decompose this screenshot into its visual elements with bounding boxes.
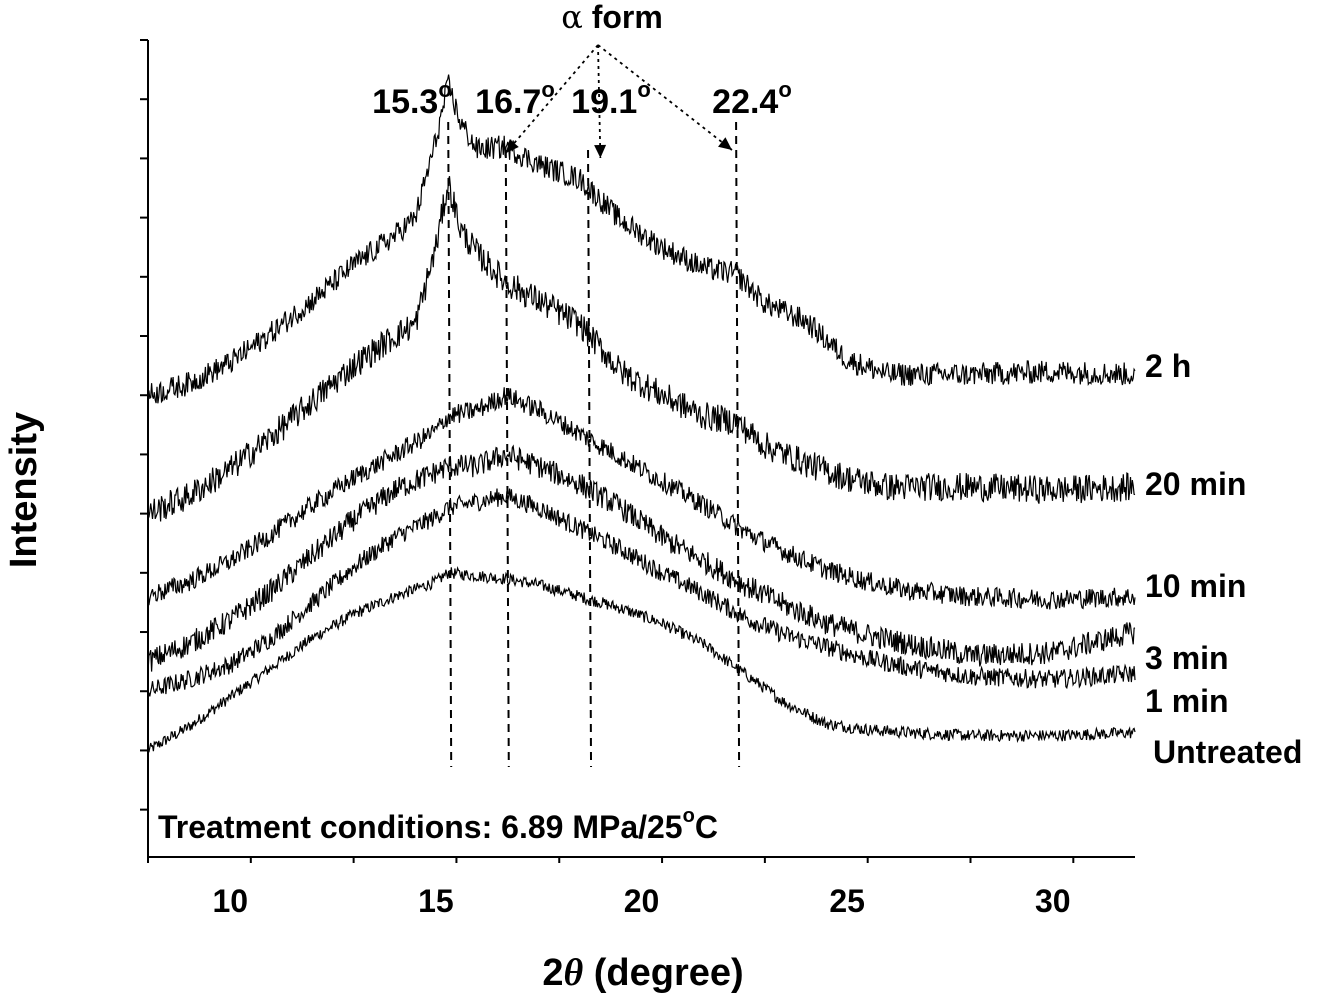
y-axis-title: Intensity [3, 412, 45, 568]
series-line-2 [147, 444, 1136, 673]
peak-guide-line [504, 149, 510, 768]
x-tick-label: 10 [212, 883, 248, 919]
peak-label: 19.1o [571, 77, 651, 121]
x-tick-label: 15 [418, 883, 454, 919]
peak-label: 16.7o [475, 77, 555, 121]
series-line-1 [147, 488, 1136, 700]
series-line-3 [147, 387, 1136, 610]
series-label: 2 h [1145, 348, 1191, 384]
alpha-arrow-line [597, 44, 733, 151]
series-label: 1 min [1145, 683, 1229, 719]
series-label: Untreated [1153, 734, 1302, 770]
alpha-arrow-line [505, 44, 599, 154]
series-line-5 [147, 74, 1136, 404]
x-tick-label: 30 [1035, 883, 1071, 919]
peak-guide-line [587, 149, 593, 768]
peak-guide-lines [447, 121, 741, 768]
alpha-form-label: α form [561, 0, 663, 36]
series-label: 20 min [1145, 466, 1246, 502]
peak-label: 22.4o [712, 77, 792, 121]
treatment-annotation: Treatment conditions: 6.89 MPa/25oC [158, 805, 718, 845]
alpha-arrow-head [594, 144, 607, 158]
peak-guide-line [447, 121, 453, 768]
x-tick-label: 20 [624, 883, 660, 919]
alpha-arrow-head [718, 137, 732, 150]
series-line-4 [147, 176, 1136, 522]
x-tick-label: 25 [829, 883, 865, 919]
series-label: 10 min [1145, 568, 1246, 604]
series-label: 3 min [1145, 640, 1229, 676]
alpha-arrow-line [597, 44, 602, 159]
x-axis-title: 2θ (degree) [542, 952, 743, 994]
labels: Untreated 1 min 3 min 10 min 20 min 2 h 15.3o 1… [158, 0, 1302, 845]
peak-guide-line [735, 121, 741, 768]
series-line-0 [147, 565, 1136, 753]
axes: 10 15 20 25 30 2θ (degree) Intensity [3, 39, 1135, 994]
peak-label: 15.3o [372, 77, 452, 121]
series-lines [147, 74, 1136, 753]
